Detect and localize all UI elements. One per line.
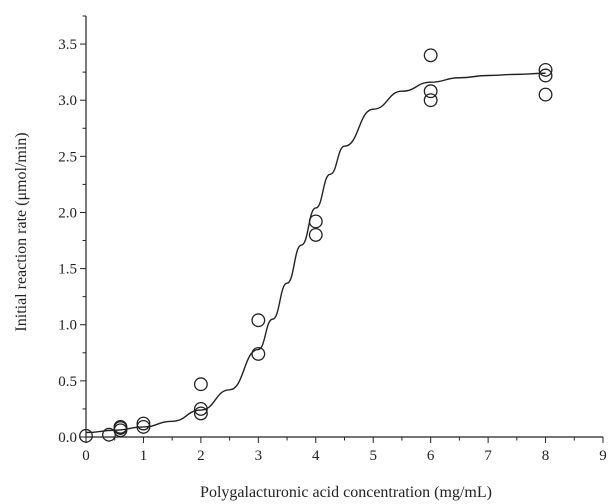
y-tick-label: 3.0 [58, 93, 77, 109]
x-tick-label: 2 [197, 448, 205, 464]
y-tick-label: 2.0 [58, 205, 77, 221]
y-tick-label: 0.5 [58, 374, 77, 390]
data-point [308, 227, 323, 242]
data-point [251, 313, 266, 328]
axes: 0 1 2 3 4 5 6 7 8 9 0.0 0.5 1.0 1.5 2.0 2.5 3.0 3.5 [58, 15, 607, 464]
y-tick-label: 0.0 [58, 430, 77, 446]
data-point [538, 87, 553, 102]
x-tick-label: 7 [484, 448, 492, 464]
x-tick-label: 1 [140, 448, 148, 464]
data-point [308, 214, 323, 229]
data-point [251, 346, 266, 361]
y-tick-label: 1.5 [58, 262, 77, 278]
x-axis-title: Polygalacturonic acid concentration (mg/… [200, 484, 492, 501]
fit-curve [85, 72, 546, 434]
x-tick-label: 0 [82, 448, 90, 464]
x-tick-label: 3 [255, 448, 263, 464]
data-point [423, 93, 438, 108]
data-point [423, 84, 438, 99]
y-tick-label: 3.5 [58, 37, 77, 53]
y-tick-label: 2.5 [58, 149, 77, 165]
x-tick-label: 4 [312, 448, 320, 464]
y-tick-label: 1.0 [58, 318, 77, 334]
data-point [193, 377, 208, 392]
data-point [136, 416, 151, 431]
plot-area [79, 48, 553, 443]
y-axis-title: Initial reaction rate (μmol/min) [13, 132, 30, 331]
x-tick-label: 9 [599, 448, 607, 464]
data-point [193, 406, 208, 421]
data-point [423, 48, 438, 63]
data-point [136, 419, 151, 434]
x-tick-label: 6 [427, 448, 435, 464]
x-tick-label: 8 [542, 448, 550, 464]
data-point [538, 68, 553, 83]
data-point [113, 419, 128, 434]
x-tick-label: 5 [369, 448, 377, 464]
data-point [193, 401, 208, 416]
data-point [538, 62, 553, 77]
